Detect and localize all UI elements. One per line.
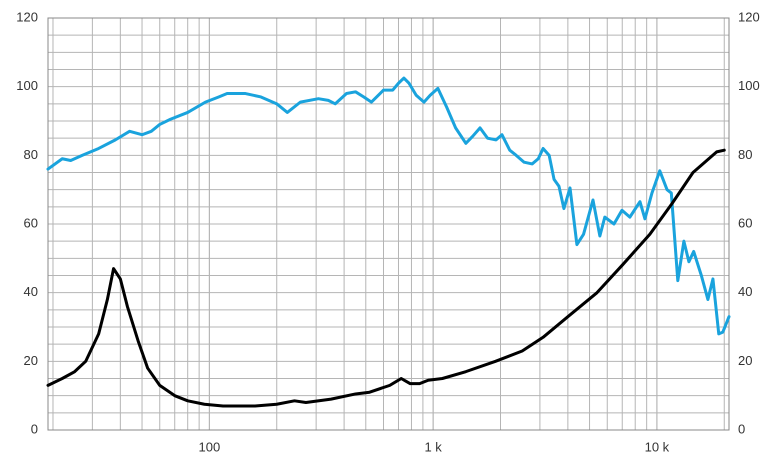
x-tick-label: 100 — [199, 439, 221, 454]
y-tick-label: 80 — [24, 147, 38, 162]
x-tick-label: 10 k — [645, 439, 670, 454]
y-tick-label: 60 — [24, 215, 38, 230]
y2-tick-label: 100 — [738, 78, 760, 93]
plot-frame — [47, 17, 730, 431]
y-tick-label: 100 — [16, 78, 38, 93]
series-line — [46, 76, 731, 336]
y2-tick-label: 60 — [738, 215, 752, 230]
y2-tick-label: 80 — [738, 147, 752, 162]
series-line — [46, 148, 726, 408]
x-tick-label: 1 k — [424, 439, 442, 454]
y-tick-label: 120 — [16, 9, 38, 24]
y-tick-label: 0 — [31, 421, 38, 436]
y-tick-label: 20 — [24, 353, 38, 368]
y2-tick-label: 0 — [738, 421, 745, 436]
y2-tick-label: 20 — [738, 353, 752, 368]
y2-tick-label: 40 — [738, 284, 752, 299]
y2-tick-label: 120 — [738, 9, 760, 24]
y-tick-label: 40 — [24, 284, 38, 299]
